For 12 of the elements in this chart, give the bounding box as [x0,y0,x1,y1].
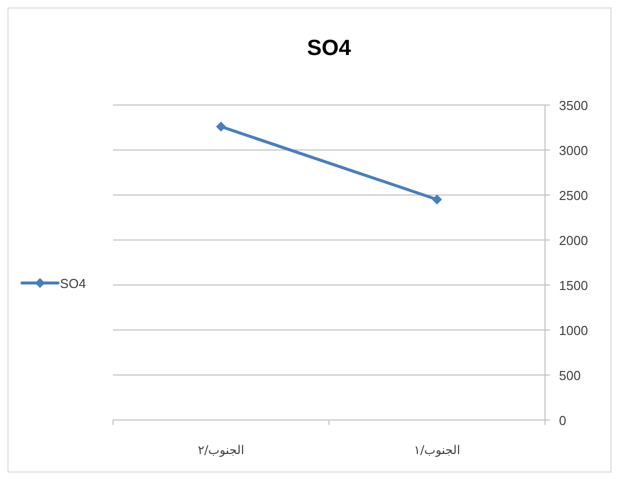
y-tick-label: 3500 [559,98,588,113]
y-tick-label: 0 [559,413,566,428]
y-tick-label: 2500 [559,188,588,203]
legend-label: SO4 [60,276,86,291]
y-tick-label: 1000 [559,323,588,338]
chart-title: SO4 [306,35,352,60]
y-tick-label: 1500 [559,278,588,293]
x-tick-label: الجنوب/١ [414,443,460,457]
y-tick-label: 2000 [559,233,588,248]
x-tick-label: الجنوب/٢ [198,443,244,457]
y-tick-label: 3000 [559,143,588,158]
y-tick-label: 500 [559,368,581,383]
